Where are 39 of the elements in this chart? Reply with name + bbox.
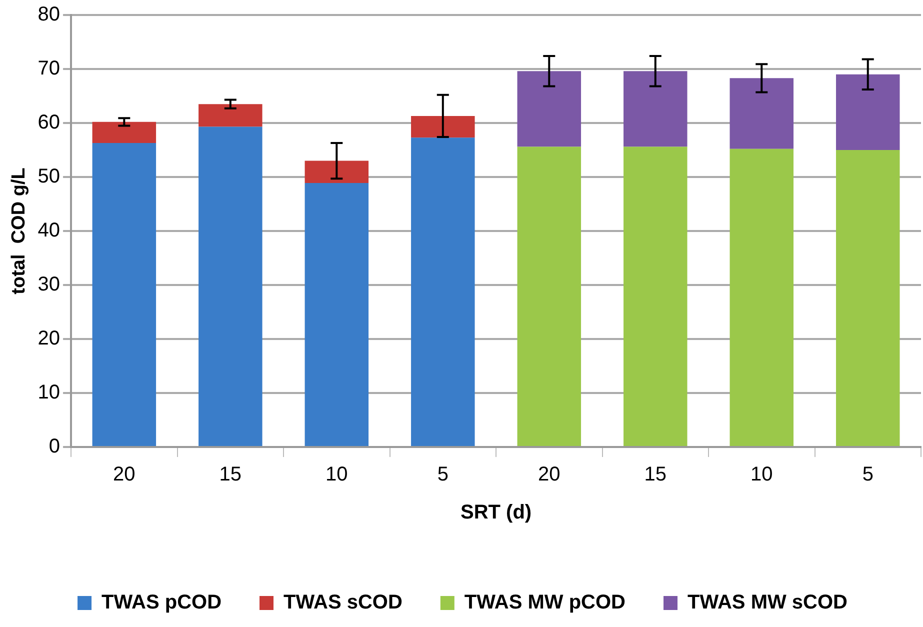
bar bbox=[517, 146, 582, 446]
bar bbox=[624, 71, 688, 147]
x-tick-label: 10 bbox=[750, 464, 773, 486]
bar bbox=[836, 74, 900, 150]
y-tick-label: 50 bbox=[38, 166, 60, 188]
y-tick-label: 60 bbox=[38, 112, 60, 134]
bar bbox=[92, 142, 156, 446]
x-tick-label: 5 bbox=[862, 464, 874, 486]
bar bbox=[730, 148, 794, 446]
legend-label: TWAS sCOD bbox=[284, 592, 402, 614]
x-tick-label: 5 bbox=[437, 464, 448, 486]
y-tick-label: 80 bbox=[38, 4, 60, 26]
y-tick-label: 30 bbox=[38, 274, 60, 296]
y-tick-label: 10 bbox=[38, 382, 60, 404]
legend-label: TWAS MW sCOD bbox=[687, 592, 848, 614]
y-tick-label: 40 bbox=[38, 220, 60, 242]
x-tick-label: 15 bbox=[644, 464, 667, 486]
bar bbox=[198, 104, 262, 127]
bar bbox=[304, 160, 369, 183]
bar bbox=[836, 150, 900, 446]
y-tick-label: 20 bbox=[38, 328, 60, 350]
y-axis-title: total COD g/L bbox=[8, 167, 30, 294]
bar bbox=[411, 116, 475, 138]
x-tick-label: 15 bbox=[219, 464, 242, 486]
y-tick-label: 0 bbox=[48, 436, 60, 458]
x-axis-title: SRT (d) bbox=[460, 502, 532, 524]
legend-label: TWAS pCOD bbox=[102, 592, 222, 614]
x-tick-label: 20 bbox=[538, 464, 560, 486]
bar bbox=[730, 78, 794, 149]
bar bbox=[411, 138, 475, 446]
bar bbox=[517, 71, 582, 147]
bar bbox=[304, 182, 369, 446]
bar bbox=[92, 122, 156, 143]
y-tick-label: 70 bbox=[38, 58, 60, 80]
x-tick-label: 10 bbox=[326, 464, 348, 486]
bar bbox=[198, 126, 262, 446]
x-tick-label: 20 bbox=[113, 464, 136, 486]
legend-label: TWAS MW pCOD bbox=[464, 592, 626, 614]
bar bbox=[624, 146, 688, 446]
